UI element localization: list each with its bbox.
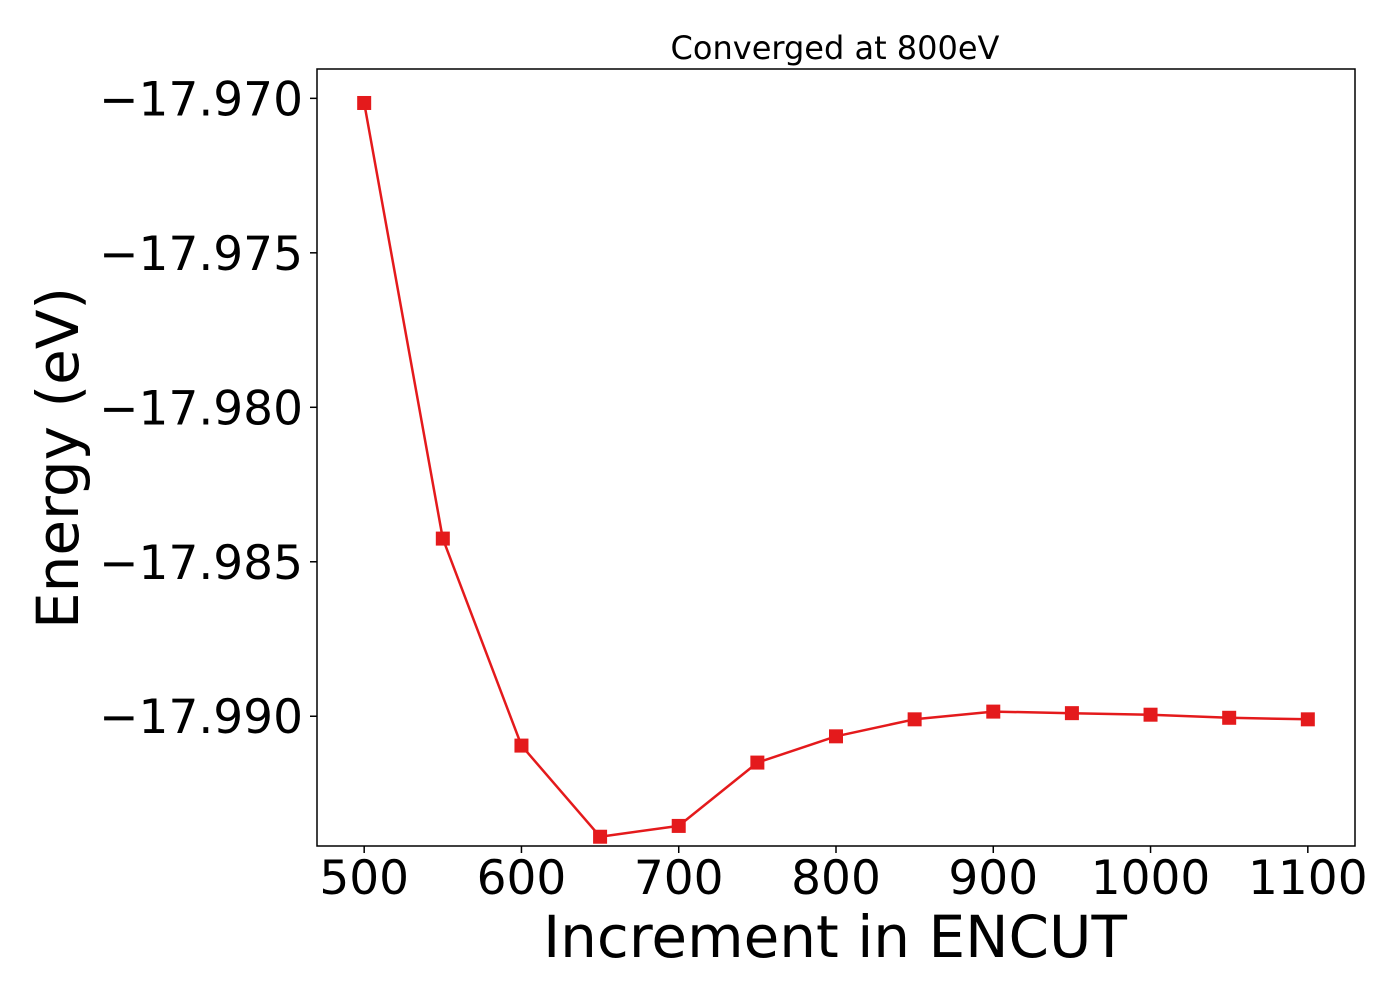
y-tick-label: −17.970 — [99, 72, 303, 127]
data-point-marker — [1222, 710, 1237, 725]
x-axis-label: Increment in ENCUT — [543, 903, 1127, 971]
x-tick-label: 900 — [948, 851, 1038, 906]
data-point-marker — [671, 818, 686, 833]
data-point-marker — [514, 738, 529, 753]
y-tick-label: −17.985 — [99, 536, 303, 591]
data-point-marker — [1143, 707, 1158, 722]
chart-title: Converged at 800eV — [671, 29, 1000, 67]
y-tick-label: −17.975 — [99, 227, 303, 282]
x-tick-label: 700 — [634, 851, 724, 906]
x-tick-label: 800 — [791, 851, 881, 906]
x-tick-label: 1000 — [1091, 851, 1211, 906]
x-tick-label: 600 — [477, 851, 567, 906]
data-point-marker — [907, 712, 922, 727]
data-point-marker — [829, 729, 843, 744]
data-point-marker — [750, 755, 765, 770]
data-point-marker — [593, 829, 608, 844]
plot-area: 500 600 700 800 900 1000 1100 −17.970 −17.975 −17… — [99, 68, 1368, 906]
y-tick-label: −17.980 — [99, 381, 303, 436]
data-point-marker — [1064, 706, 1079, 721]
x-tick-label: 500 — [319, 851, 409, 906]
y-axis-label: Energy (eV) — [24, 287, 92, 629]
y-tick-label: −17.990 — [99, 690, 303, 745]
data-point-marker — [357, 95, 372, 110]
data-point-marker — [986, 704, 1001, 719]
data-point-marker — [435, 531, 450, 546]
data-point-marker — [1300, 712, 1315, 727]
x-tick-label: 1100 — [1248, 851, 1368, 906]
